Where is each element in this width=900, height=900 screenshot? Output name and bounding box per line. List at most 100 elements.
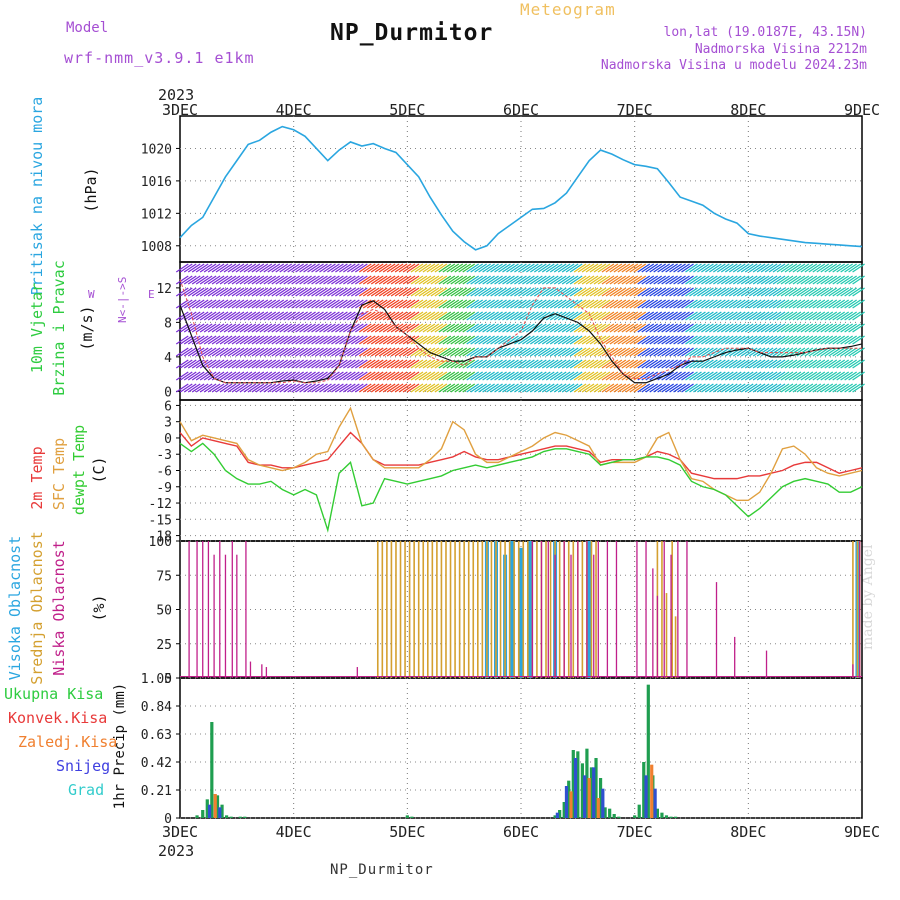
wind-barb — [362, 383, 376, 393]
y-tick-label: -6 — [156, 465, 172, 480]
wind-barb — [243, 287, 257, 297]
wind-barb — [195, 275, 209, 285]
wind-barb — [577, 359, 591, 369]
wind-barb — [804, 299, 818, 309]
precip-snow-bar — [564, 786, 569, 818]
wind-barb — [199, 359, 213, 369]
wind-barb — [533, 359, 547, 369]
precip-total-bar — [642, 762, 646, 818]
wind-barb — [836, 311, 850, 321]
cloud-mid-bar — [431, 541, 434, 678]
wind-barb — [629, 323, 643, 333]
wind-barb — [764, 335, 778, 345]
wind-barb — [569, 359, 583, 369]
wind-barb — [319, 299, 332, 309]
wind-barb — [470, 323, 484, 333]
wind-barb — [267, 359, 281, 369]
wind-barb — [506, 299, 519, 309]
wind-barb — [187, 347, 201, 357]
wind-barb — [784, 299, 798, 309]
wind-barb — [335, 371, 348, 381]
wind-barb — [537, 263, 551, 273]
wind-barb — [327, 323, 340, 333]
wind-barb — [529, 311, 543, 321]
wind-barb — [844, 299, 857, 309]
wind-barb — [573, 299, 587, 309]
wind-barb — [311, 275, 324, 285]
wind-barb — [335, 383, 348, 393]
wind-barb — [677, 383, 690, 393]
wind-barb — [319, 383, 332, 393]
cloud-low-bar — [859, 541, 861, 678]
wind-barb — [494, 299, 507, 309]
wind-barb — [510, 347, 523, 357]
wind-barb — [470, 335, 484, 345]
wind-barb — [752, 275, 766, 285]
wind-barb — [263, 383, 277, 393]
wind-barb — [649, 263, 663, 273]
wind-barb — [478, 299, 491, 309]
wind-barb — [637, 335, 651, 345]
wind-barb — [836, 323, 850, 333]
wind-barb — [800, 323, 814, 333]
wind-barb — [577, 287, 591, 297]
wind-barb — [633, 287, 647, 297]
wind-barb — [557, 287, 571, 297]
wind-barb — [792, 371, 806, 381]
wind-barb — [343, 275, 356, 285]
wind-barb — [589, 263, 603, 273]
wind-barb — [669, 323, 682, 333]
wind-barb — [681, 275, 694, 285]
wind-barb — [442, 347, 456, 357]
wind-barb — [657, 299, 671, 309]
wind-barb — [390, 383, 404, 393]
cloud-low-bar — [540, 541, 543, 678]
wind-barb — [609, 311, 623, 321]
wind-barb — [752, 359, 766, 369]
wind-barb — [740, 323, 754, 333]
wind-barb — [486, 311, 499, 321]
wind-barb — [533, 347, 547, 357]
wind-barb — [271, 383, 285, 393]
wind-barb — [585, 263, 599, 273]
wind-barb — [422, 371, 436, 381]
wind-barb — [275, 299, 289, 309]
wind-barb — [633, 347, 647, 357]
wind-barb — [848, 287, 861, 297]
wind-barb — [545, 383, 559, 393]
wind-barb — [498, 311, 511, 321]
y-tick-label: 100 — [149, 535, 172, 550]
wind-barb — [259, 383, 273, 393]
wind-barb — [597, 323, 611, 333]
wind-barb — [673, 263, 686, 273]
wind-barb — [748, 263, 762, 273]
wind-barb — [470, 359, 484, 369]
wind-barb — [442, 335, 456, 345]
wind-barb — [354, 299, 368, 309]
wind-barb — [720, 311, 734, 321]
wind-barb — [824, 371, 838, 381]
wind-barb — [346, 347, 360, 357]
wind-barb — [366, 335, 380, 345]
wind-barb — [705, 275, 718, 285]
wind-barb — [406, 371, 420, 381]
wind-barb — [768, 371, 782, 381]
wind-barb — [247, 287, 261, 297]
wind-barb — [494, 287, 507, 297]
wind-barb — [637, 287, 651, 297]
wind-barb — [267, 299, 281, 309]
wind-barb — [267, 263, 281, 273]
wind-barb — [267, 347, 281, 357]
wind-barb — [422, 359, 436, 369]
wind-barb — [358, 359, 372, 369]
wind-barb — [311, 359, 324, 369]
wind-barb — [557, 359, 571, 369]
wind-barb — [175, 287, 189, 297]
wind-barb — [609, 335, 623, 345]
precip-total-bar — [598, 778, 603, 818]
wind-barb — [275, 275, 289, 285]
wind-barb — [613, 371, 627, 381]
wind-barb — [645, 371, 659, 381]
wind-barb — [748, 287, 762, 297]
wind-barb — [557, 335, 571, 345]
